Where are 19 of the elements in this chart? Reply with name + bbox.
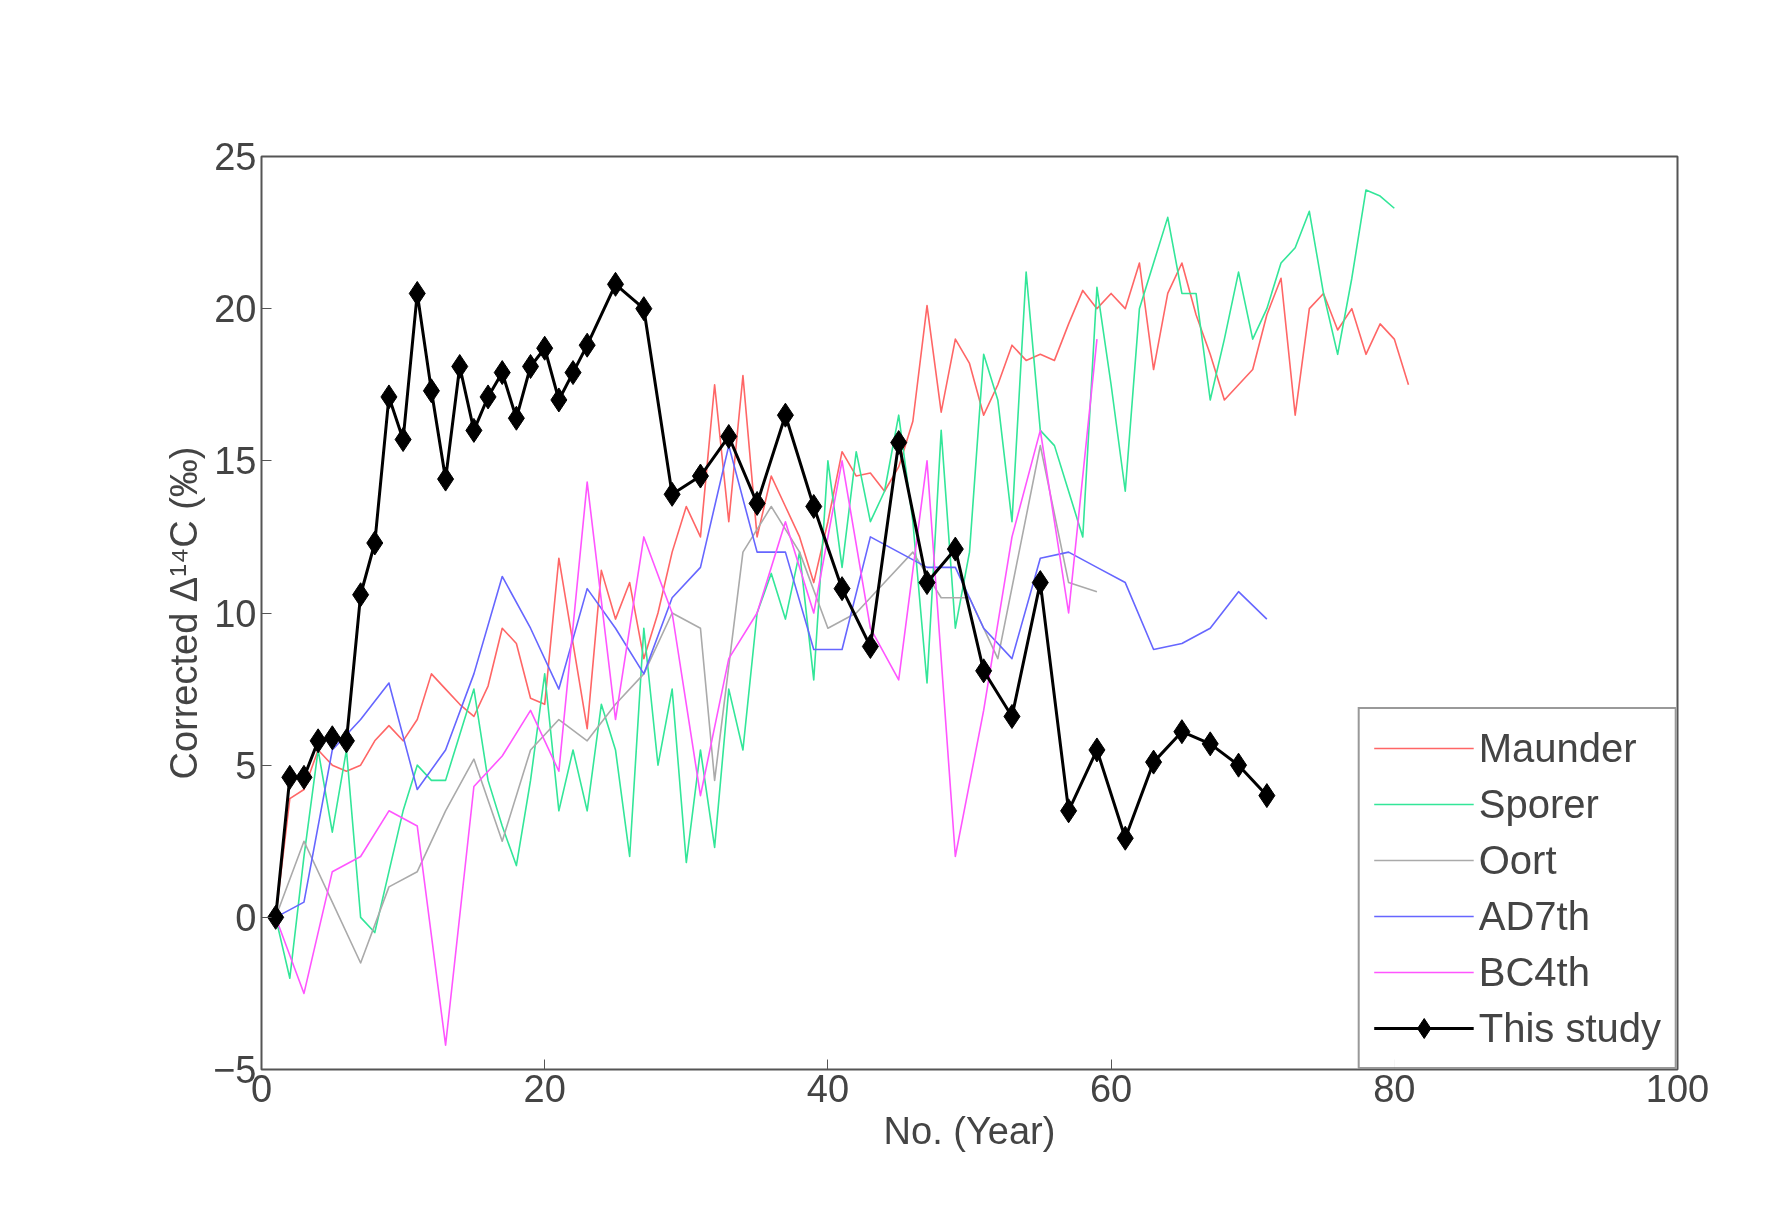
x-tick-label: 80: [1373, 1067, 1416, 1110]
legend-label: Oort: [1478, 836, 1557, 884]
legend-label: AD7th: [1478, 892, 1590, 940]
legend-label: BC4th: [1478, 948, 1590, 996]
y-tick-label: 5: [235, 744, 257, 787]
legend-label: Sporer: [1478, 780, 1599, 828]
y-axis-title: Corrected Δ¹⁴C (‰): [163, 446, 206, 780]
legend-label: This study: [1478, 1004, 1661, 1052]
y-tick-label: 20: [214, 288, 257, 331]
y-tick-label: 25: [214, 136, 257, 178]
y-tick-label: 10: [214, 592, 257, 635]
y-tick-label: 0: [235, 896, 257, 939]
x-tick-label: 60: [1089, 1067, 1133, 1110]
x-tick-label: 100: [1645, 1067, 1710, 1110]
x-tick-label: 40: [806, 1067, 850, 1110]
x-tick-label: 20: [523, 1067, 566, 1110]
legend-label: Maunder: [1478, 724, 1637, 772]
x-axis-title: No. (Year): [883, 1109, 1056, 1152]
y-tick-label: 15: [214, 440, 257, 483]
